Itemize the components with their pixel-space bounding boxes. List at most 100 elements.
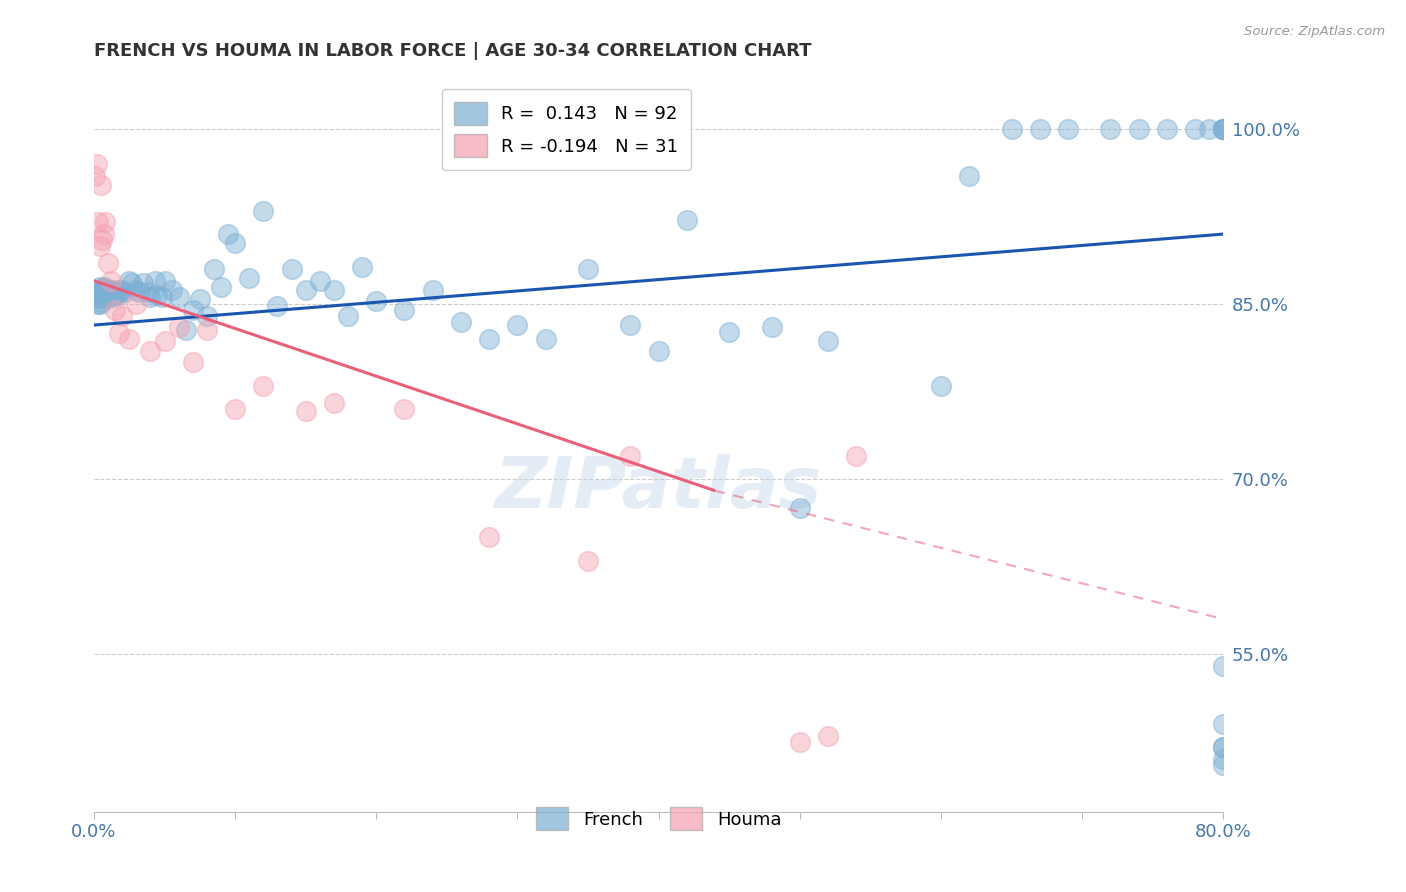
Point [139,290,162,304]
Point [111,309,134,323]
Point [97,285,120,300]
Point [619,449,641,463]
Point [619,318,641,332]
Point [100,283,122,297]
Point [105,283,128,297]
Point [181,355,204,369]
Point [94,215,117,229]
Point [167,290,190,304]
Point [576,554,599,568]
Point [91,283,114,297]
Point [534,332,557,346]
Point [100,274,122,288]
Point [87,291,110,305]
Point [1156,122,1178,136]
Point [108,326,131,341]
Point [1029,122,1052,136]
Point [322,396,344,410]
Point [96,283,118,297]
Point [817,729,839,743]
Text: Source: ZipAtlas.com: Source: ZipAtlas.com [1244,25,1385,38]
Point [104,287,127,301]
Point [128,285,150,300]
Point [103,285,125,300]
Point [294,404,316,418]
Point [90,294,112,309]
Point [422,283,444,297]
Point [188,293,211,307]
Point [89,279,111,293]
Point [352,260,374,274]
Point [224,402,246,417]
Point [91,233,114,247]
Point [86,297,108,311]
Point [1198,122,1220,136]
Text: ZIPatlas: ZIPatlas [495,454,823,523]
Point [195,323,218,337]
Point [337,309,360,323]
Point [957,169,980,183]
Point [761,320,783,334]
Point [450,315,472,329]
Point [121,276,143,290]
Point [84,169,107,183]
Point [1212,752,1234,766]
Point [478,530,501,544]
Point [93,285,115,300]
Point [114,285,136,300]
Point [1212,122,1234,136]
Point [1128,122,1150,136]
Point [150,290,173,304]
Point [87,215,110,229]
Point [90,290,112,304]
Point [181,302,204,317]
Point [676,213,699,227]
Point [202,262,225,277]
Point [1184,122,1206,136]
Point [266,299,288,313]
Point [209,279,232,293]
Point [238,271,260,285]
Point [87,285,110,300]
Point [125,283,148,297]
Point [1212,717,1234,731]
Point [101,290,124,304]
Point [789,734,811,748]
Point [252,203,274,218]
Point [136,285,159,300]
Point [94,281,117,295]
Point [817,334,839,349]
Point [1212,122,1234,136]
Point [1212,757,1234,772]
Point [108,285,131,300]
Point [143,274,166,288]
Point [224,236,246,251]
Point [1057,122,1080,136]
Text: FRENCH VS HOUMA IN LABOR FORCE | AGE 30-34 CORRELATION CHART: FRENCH VS HOUMA IN LABOR FORCE | AGE 30-… [94,42,811,60]
Point [160,283,183,297]
Point [1212,740,1234,755]
Point [366,293,388,308]
Point [1212,122,1234,136]
Point [139,343,162,358]
Point [96,291,118,305]
Point [90,285,112,300]
Point [789,501,811,516]
Point [929,378,952,392]
Point [89,238,111,252]
Point [280,262,302,277]
Point [1212,122,1234,136]
Point [394,302,416,317]
Point [576,262,599,277]
Point [252,378,274,392]
Point [294,283,316,297]
Point [91,287,114,301]
Point [97,256,120,270]
Point [93,279,115,293]
Point [718,325,741,339]
Point [107,287,129,301]
Point [111,283,134,297]
Point [93,227,115,241]
Point [217,227,239,241]
Legend: French, Houma: French, Houma [523,795,794,843]
